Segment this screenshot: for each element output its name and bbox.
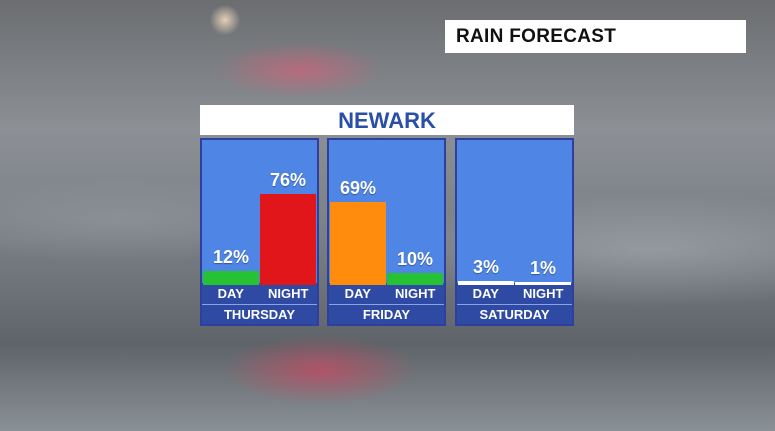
- value-label-friday-day: 69%: [339, 178, 377, 198]
- value-label-saturday-night: 1%: [529, 258, 556, 278]
- day-panel-thursday: DAY NIGHT THURSDAY 12% 76%: [200, 138, 319, 326]
- forecast-title: RAIN FORECAST: [445, 20, 746, 53]
- day-name: FRIDAY: [329, 304, 444, 324]
- day-panel-friday: DAY NIGHT FRIDAY 69% 10%: [327, 138, 446, 326]
- bar-friday-night: [387, 273, 443, 285]
- bar-saturday-day: [458, 281, 514, 285]
- period-label-day: DAY: [472, 286, 499, 301]
- panel-footer: DAY NIGHT THURSDAY: [202, 283, 317, 324]
- city-name: NEWARK: [200, 105, 574, 135]
- period-label-night: NIGHT: [395, 286, 436, 301]
- panel-footer: DAY NIGHT FRIDAY: [329, 283, 444, 324]
- day-name: THURSDAY: [202, 304, 317, 324]
- value-label-thursday-night: 76%: [269, 170, 307, 190]
- period-label-day: DAY: [344, 286, 371, 301]
- panel-footer: DAY NIGHT SATURDAY: [457, 283, 572, 324]
- value-label-friday-night: 10%: [396, 249, 434, 269]
- period-label-night: NIGHT: [268, 286, 309, 301]
- period-label-night: NIGHT: [523, 286, 564, 301]
- period-label-day: DAY: [217, 286, 244, 301]
- bar-saturday-night: [515, 282, 571, 285]
- day-name: SATURDAY: [457, 304, 572, 324]
- day-panel-saturday: DAY NIGHT SATURDAY 3% 1%: [455, 138, 574, 326]
- bar-friday-day: [330, 202, 386, 285]
- bar-thursday-day: [203, 271, 259, 285]
- value-label-thursday-day: 12%: [212, 247, 250, 267]
- value-label-saturday-day: 3%: [472, 257, 499, 277]
- bar-thursday-night: [260, 194, 316, 285]
